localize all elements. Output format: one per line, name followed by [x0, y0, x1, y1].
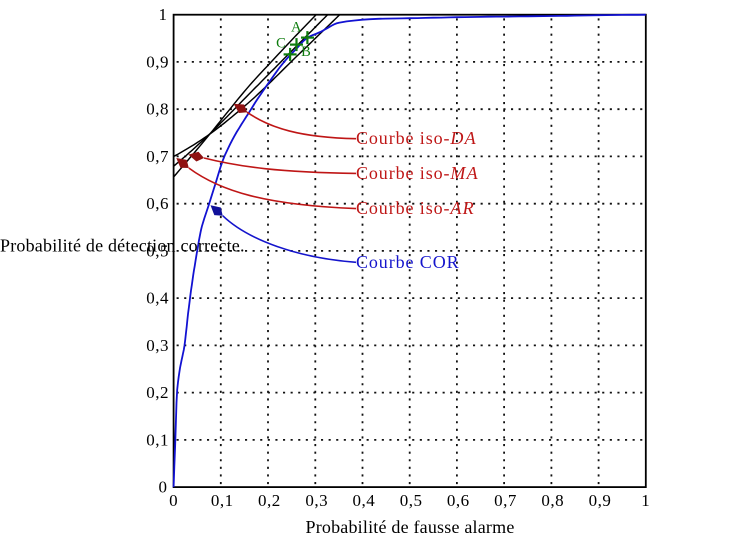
- svg-text:0,6: 0,6: [146, 194, 169, 213]
- svg-text:0,2: 0,2: [146, 383, 169, 402]
- svg-text:0,4: 0,4: [146, 289, 169, 308]
- svg-text:0,5: 0,5: [146, 241, 169, 260]
- svg-text:Probabilité de fausse alarme: Probabilité de fausse alarme: [305, 517, 514, 537]
- svg-text:C: C: [276, 35, 286, 51]
- svg-text:0: 0: [159, 478, 168, 497]
- svg-text:0,7: 0,7: [494, 491, 517, 510]
- svg-text:0,7: 0,7: [146, 147, 169, 166]
- svg-text:1: 1: [641, 491, 650, 510]
- svg-text:0,3: 0,3: [305, 491, 328, 510]
- svg-text:0,5: 0,5: [400, 491, 423, 510]
- svg-text:Courbe iso-AR: Courbe iso-AR: [356, 198, 475, 218]
- svg-text:Courbe iso-MA: Courbe iso-MA: [356, 163, 479, 183]
- svg-text:0,1: 0,1: [211, 491, 234, 510]
- svg-text:Probabilité de détection corre: Probabilité de détection correcte.: [0, 236, 245, 256]
- svg-text:Courbe iso-DA: Courbe iso-DA: [356, 128, 477, 148]
- svg-text:0: 0: [169, 491, 178, 510]
- svg-text:A: A: [291, 19, 302, 35]
- svg-text:0,4: 0,4: [353, 491, 376, 510]
- svg-text:0,9: 0,9: [589, 491, 612, 510]
- svg-text:0,9: 0,9: [146, 52, 169, 71]
- svg-text:0,2: 0,2: [258, 491, 281, 510]
- svg-text:0,3: 0,3: [146, 336, 169, 355]
- svg-text:0,6: 0,6: [447, 491, 470, 510]
- svg-text:Courbe COR: Courbe COR: [356, 252, 460, 272]
- svg-text:0,8: 0,8: [541, 491, 564, 510]
- svg-text:1: 1: [159, 5, 168, 24]
- svg-text:0,8: 0,8: [146, 100, 169, 119]
- svg-text:B: B: [301, 44, 311, 60]
- svg-text:0,1: 0,1: [146, 430, 169, 449]
